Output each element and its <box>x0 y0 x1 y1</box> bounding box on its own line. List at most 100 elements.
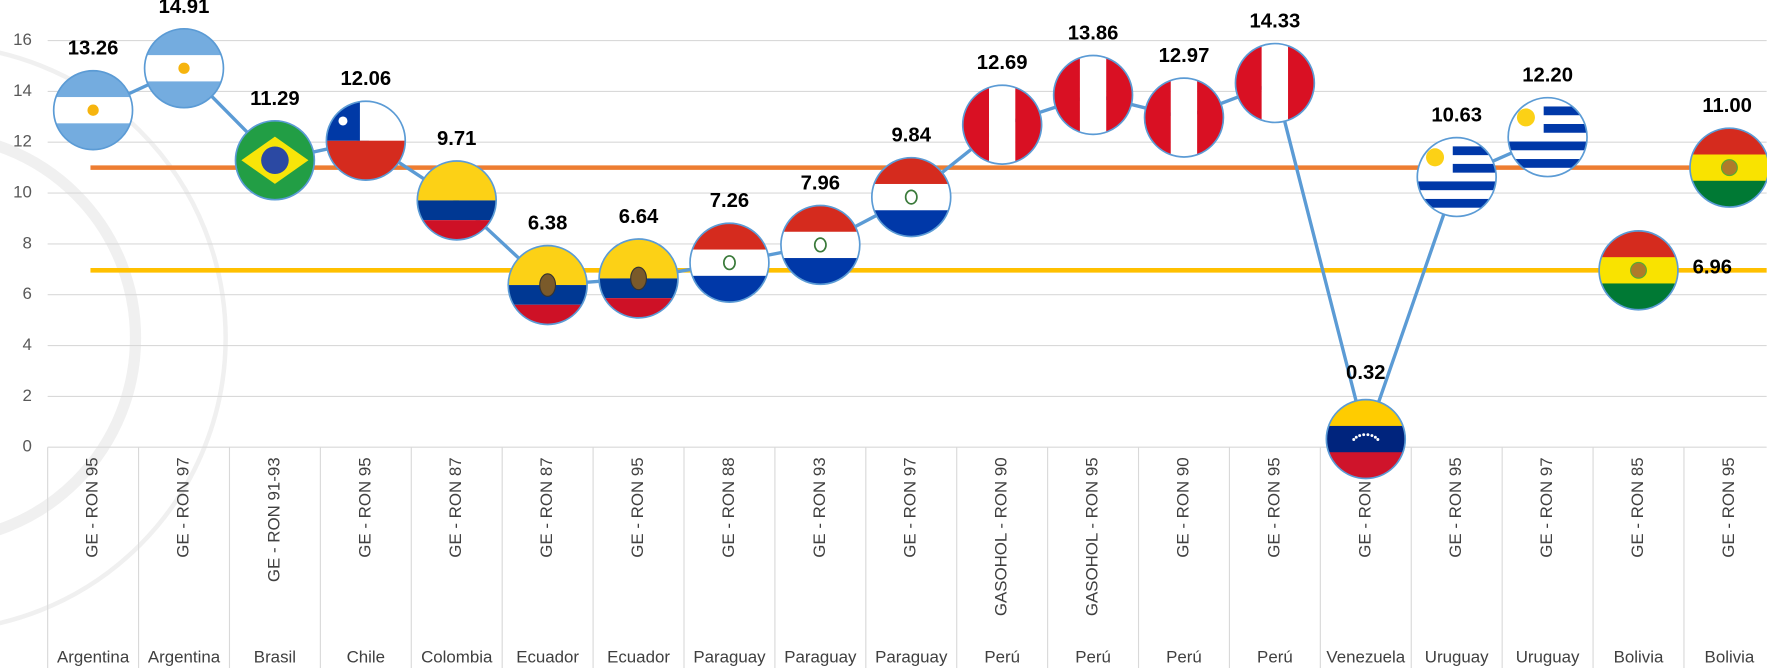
x-tick-label: GE - RON 90 <box>1173 457 1192 557</box>
x-group-label: Chile <box>347 647 385 666</box>
point-marker <box>52 69 134 151</box>
flag-part <box>690 249 769 277</box>
flag-part <box>1362 433 1366 437</box>
x-tick-label: GE - RON 97 <box>173 457 192 557</box>
data-label: 6.96 <box>1693 256 1732 278</box>
point-marker <box>1507 96 1588 178</box>
flag-part <box>1079 55 1107 135</box>
point-marker <box>1052 54 1134 136</box>
flag-part <box>1508 159 1588 169</box>
flag-part <box>1599 283 1678 310</box>
x-tick-label: GASOHOL - RON 95 <box>1083 457 1102 616</box>
flag-part <box>417 220 497 240</box>
flag-part <box>690 275 769 303</box>
point-marker <box>1143 77 1225 158</box>
flag-part <box>1630 261 1647 279</box>
point-marker <box>416 160 498 241</box>
flag-part <box>1508 97 1588 108</box>
x-group-label: Perú <box>1166 647 1202 666</box>
point-marker <box>325 100 407 181</box>
background-decoration <box>0 50 228 626</box>
flag <box>1417 137 1497 217</box>
flag-part <box>144 28 224 56</box>
flag-border <box>1143 77 1225 158</box>
data-label: 13.26 <box>68 38 119 60</box>
flag-part <box>1417 190 1497 200</box>
flag-part <box>144 81 224 108</box>
flag-part <box>1417 155 1497 165</box>
flag-part <box>1326 399 1406 427</box>
flag-part <box>1144 78 1171 157</box>
flag-part <box>1326 452 1406 479</box>
x-tick-label: GE - RON 87 <box>446 457 465 557</box>
flag <box>1599 230 1678 310</box>
data-label: 14.33 <box>1250 11 1301 33</box>
flag-part <box>1417 137 1497 147</box>
flag-part <box>871 210 951 237</box>
y-tick-label: 14 <box>13 81 32 100</box>
flag-part <box>813 237 827 253</box>
point-marker <box>143 27 225 109</box>
data-label: 6.38 <box>528 213 567 235</box>
point-marker <box>598 238 679 319</box>
data-label: 9.84 <box>892 125 932 147</box>
flag-part <box>1358 434 1362 438</box>
flag-part <box>1508 132 1588 143</box>
flag-part <box>1261 43 1289 123</box>
x-tick-label: GE - RON 97 <box>1537 457 1556 557</box>
flag-part <box>417 200 497 221</box>
x-group-label: Paraguay <box>693 647 766 666</box>
flag-part <box>1516 108 1535 127</box>
data-label: 0.32 <box>1346 362 1385 384</box>
x-tick-label: GE - RON 95 <box>1719 457 1738 557</box>
point-marker <box>1416 136 1497 218</box>
data-label: 13.86 <box>1068 22 1119 44</box>
flag-part <box>1599 230 1678 258</box>
point-marker <box>234 119 316 201</box>
flag-part <box>722 255 736 271</box>
x-group-label: Paraguay <box>784 647 857 666</box>
flag-border <box>1507 96 1588 178</box>
x-group-label: Perú <box>984 647 1020 666</box>
flag-part <box>780 258 860 285</box>
flag-border <box>325 100 407 181</box>
flag-border <box>416 160 498 241</box>
flag-part <box>780 231 860 259</box>
flag-part <box>1508 106 1588 116</box>
y-tick-label: 2 <box>22 386 31 405</box>
data-label: 9.71 <box>437 128 476 150</box>
x-tick-label: GE - RON 91-93 <box>264 457 283 582</box>
flag-part <box>1417 198 1497 209</box>
flag-part <box>178 62 190 74</box>
x-group-label: Uruguay <box>1425 647 1489 666</box>
flag-part <box>904 189 918 205</box>
x-group-label: Brasil <box>254 647 296 666</box>
point-marker <box>507 244 588 326</box>
flag-part <box>1053 55 1080 135</box>
y-tick-label: 16 <box>13 30 32 49</box>
flag-part <box>1508 123 1588 134</box>
flag-part <box>599 298 678 318</box>
flag-border <box>1234 42 1316 124</box>
x-tick-label: GE - RON 95 <box>628 457 647 557</box>
x-group-label: Bolivia <box>1705 647 1755 666</box>
flag-part <box>1508 150 1588 160</box>
y-tick-label: 0 <box>22 437 31 456</box>
point-marker <box>961 84 1043 165</box>
flag-part <box>630 266 647 291</box>
y-tick-label: 6 <box>22 284 31 303</box>
flag-part <box>1690 128 1767 156</box>
flag-border <box>1689 127 1767 208</box>
point-marker <box>1325 398 1407 480</box>
flag-border <box>1325 398 1407 480</box>
x-tick-label: GE - RON 95 <box>83 457 102 557</box>
flag-part <box>508 304 588 325</box>
flag-part <box>1426 148 1445 167</box>
flag-part <box>1508 167 1588 177</box>
x-tick-label: GE - RON 88 <box>719 457 738 557</box>
data-label: 6.64 <box>619 206 659 228</box>
flag-part <box>87 104 99 116</box>
flag-border <box>689 222 770 303</box>
flag-part <box>1508 141 1588 151</box>
flag-part <box>1366 433 1370 437</box>
